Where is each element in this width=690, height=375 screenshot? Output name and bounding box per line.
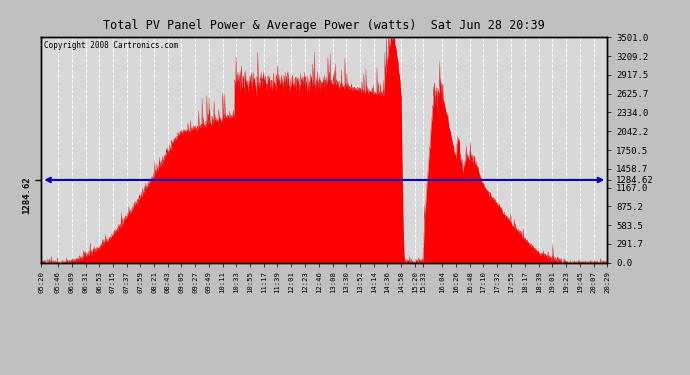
Text: Copyright 2008 Cartronics.com: Copyright 2008 Cartronics.com — [44, 41, 178, 50]
Text: Total PV Panel Power & Average Power (watts)  Sat Jun 28 20:39: Total PV Panel Power & Average Power (wa… — [104, 19, 545, 32]
